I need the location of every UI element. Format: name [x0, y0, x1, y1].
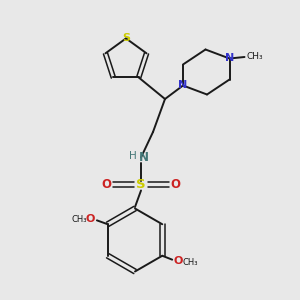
Text: O: O [174, 256, 183, 266]
Text: N: N [225, 53, 234, 64]
Text: O: O [101, 178, 112, 191]
Text: N: N [138, 151, 148, 164]
Text: CH₃: CH₃ [247, 52, 263, 62]
Text: S: S [122, 33, 130, 43]
Text: O: O [86, 214, 95, 224]
Text: CH₃: CH₃ [71, 215, 87, 224]
Text: CH₃: CH₃ [182, 257, 198, 266]
Text: N: N [178, 80, 187, 91]
Text: S: S [136, 178, 146, 191]
Text: O: O [170, 178, 181, 191]
Text: H: H [129, 151, 136, 161]
